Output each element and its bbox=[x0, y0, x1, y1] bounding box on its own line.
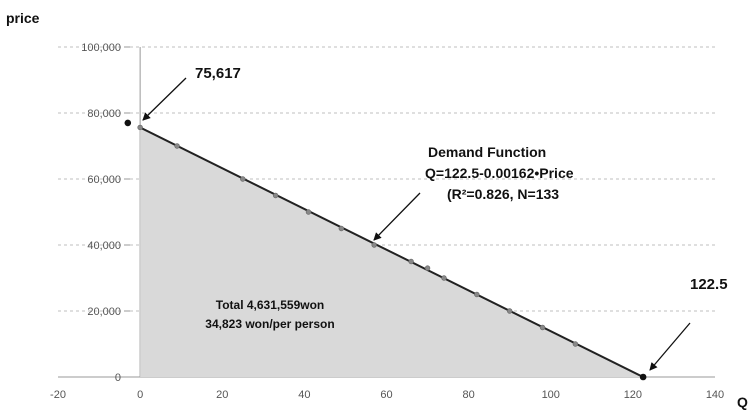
x-tick-label: 60 bbox=[380, 389, 392, 401]
total-surplus-label: Total 4,631,559won bbox=[216, 298, 325, 312]
data-point bbox=[539, 324, 546, 331]
data-point bbox=[272, 192, 279, 199]
x-axis-title: Q bbox=[737, 394, 748, 410]
data-point bbox=[506, 308, 513, 314]
data-point bbox=[305, 209, 312, 215]
x-tick-label: 0 bbox=[137, 389, 143, 401]
x-tick-label: -20 bbox=[50, 389, 66, 401]
per-person-label: 34,823 won/per person bbox=[205, 317, 334, 331]
data-point bbox=[240, 176, 246, 182]
y-tick-label: 0 bbox=[115, 372, 121, 384]
data-point bbox=[474, 291, 480, 298]
x-tick-label: 80 bbox=[463, 389, 475, 401]
x-tick-label: 40 bbox=[298, 389, 310, 401]
x-tick-label: 140 bbox=[706, 389, 724, 401]
x-tick-labels: -20 0 20 40 60 80 100 120 140 bbox=[50, 389, 724, 401]
demand-function-equation: Q=122.5-0.00162•Price bbox=[425, 165, 574, 181]
intercept-y-label: 75,617 bbox=[195, 65, 241, 82]
x-tick-label: 100 bbox=[542, 389, 560, 401]
intercept-x-arrow bbox=[649, 322, 691, 371]
x-tick-label: 120 bbox=[624, 389, 642, 401]
data-point bbox=[639, 373, 647, 381]
data-point bbox=[137, 124, 143, 131]
data-point bbox=[174, 143, 180, 149]
demand-function-stats: (R²=0.826, N=133 bbox=[447, 186, 559, 202]
data-point bbox=[424, 265, 431, 271]
data-points bbox=[124, 119, 647, 381]
y-tick-label: 100,000 bbox=[81, 42, 121, 54]
y-tick-label: 60,000 bbox=[87, 174, 121, 186]
y-axis-title: price bbox=[6, 10, 40, 26]
demand-line-group bbox=[139, 126, 644, 378]
y-tick-label: 80,000 bbox=[87, 108, 121, 120]
intercept-y-arrow bbox=[142, 77, 187, 121]
demand-line bbox=[139, 126, 644, 378]
data-point bbox=[441, 275, 447, 281]
data-point bbox=[572, 341, 579, 347]
demand-function-title: Demand Function bbox=[428, 144, 546, 160]
data-point bbox=[371, 242, 377, 248]
intercept-x-label: 122.5 bbox=[690, 276, 728, 293]
y-tick-labels: 0 20,000 40,000 60,000 80,000 100,000 bbox=[81, 42, 130, 384]
data-point bbox=[408, 258, 414, 265]
data-point bbox=[124, 119, 132, 127]
y-tick-label: 20,000 bbox=[87, 306, 121, 318]
y-tick-label: 40,000 bbox=[87, 240, 121, 252]
x-tick-label: 20 bbox=[216, 389, 228, 401]
data-point bbox=[338, 225, 345, 232]
demand-function-arrow bbox=[373, 192, 421, 241]
